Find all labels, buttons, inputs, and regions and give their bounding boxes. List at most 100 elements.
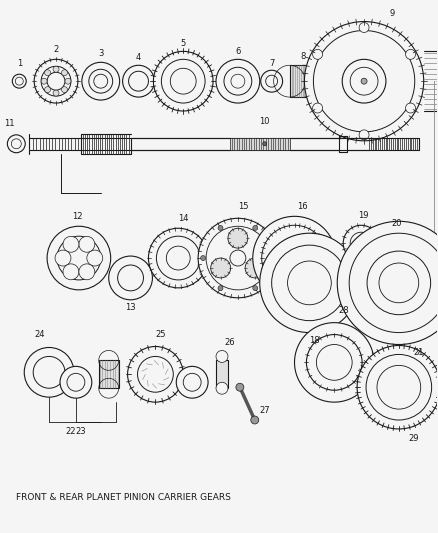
Circle shape: [61, 87, 67, 93]
Circle shape: [288, 261, 331, 305]
Circle shape: [53, 66, 59, 72]
Circle shape: [218, 286, 223, 290]
Circle shape: [228, 228, 248, 248]
Text: 29: 29: [409, 434, 419, 443]
Circle shape: [183, 373, 201, 391]
Circle shape: [261, 70, 283, 92]
Circle shape: [65, 78, 71, 84]
Circle shape: [304, 21, 424, 141]
Text: 23: 23: [76, 427, 86, 437]
Circle shape: [253, 216, 336, 300]
Circle shape: [406, 103, 416, 113]
Circle shape: [397, 255, 403, 261]
Circle shape: [236, 383, 244, 391]
Circle shape: [294, 322, 374, 402]
Text: 7: 7: [269, 59, 274, 68]
Circle shape: [349, 233, 438, 333]
Circle shape: [397, 236, 403, 241]
Circle shape: [366, 354, 431, 420]
Circle shape: [161, 59, 205, 103]
Circle shape: [216, 59, 260, 103]
Circle shape: [176, 366, 208, 398]
Circle shape: [45, 70, 51, 76]
Circle shape: [45, 87, 51, 93]
Text: 21: 21: [413, 348, 424, 357]
Circle shape: [47, 72, 65, 90]
Circle shape: [342, 59, 386, 103]
Circle shape: [270, 255, 275, 261]
Circle shape: [79, 236, 95, 252]
Circle shape: [357, 345, 438, 429]
Circle shape: [218, 225, 223, 230]
Circle shape: [57, 236, 101, 280]
Text: 19: 19: [358, 211, 368, 220]
Circle shape: [253, 286, 258, 290]
Circle shape: [118, 265, 144, 291]
Text: 22: 22: [66, 427, 76, 437]
Bar: [230, 138, 290, 150]
Circle shape: [359, 130, 369, 140]
Circle shape: [55, 250, 71, 266]
Text: 26: 26: [225, 338, 235, 347]
Circle shape: [379, 263, 419, 303]
Circle shape: [24, 348, 74, 397]
Circle shape: [224, 67, 252, 95]
Circle shape: [148, 228, 208, 288]
Circle shape: [406, 50, 416, 59]
Circle shape: [350, 232, 372, 254]
Circle shape: [245, 258, 265, 278]
Text: 10: 10: [259, 117, 270, 126]
Circle shape: [129, 71, 148, 91]
Circle shape: [198, 219, 278, 298]
Circle shape: [201, 255, 205, 261]
Text: 11: 11: [4, 119, 14, 128]
Circle shape: [89, 69, 113, 93]
Circle shape: [79, 264, 95, 280]
Bar: [99, 360, 119, 388]
Text: 1: 1: [17, 59, 22, 68]
Circle shape: [361, 78, 367, 84]
Circle shape: [216, 382, 228, 394]
Circle shape: [12, 74, 26, 88]
Circle shape: [307, 335, 362, 390]
Circle shape: [337, 221, 438, 344]
Circle shape: [61, 70, 67, 76]
Text: 14: 14: [178, 214, 188, 223]
Circle shape: [314, 30, 415, 132]
Circle shape: [343, 225, 379, 261]
Text: 6: 6: [235, 47, 240, 56]
Circle shape: [138, 357, 173, 392]
Circle shape: [87, 250, 103, 266]
Circle shape: [156, 236, 200, 280]
Text: 16: 16: [297, 202, 308, 211]
Text: 2: 2: [53, 45, 59, 54]
Text: 3: 3: [98, 49, 103, 58]
Circle shape: [109, 256, 152, 300]
Circle shape: [63, 236, 79, 252]
Text: 12: 12: [72, 212, 82, 221]
Circle shape: [367, 251, 431, 314]
Circle shape: [67, 373, 85, 391]
Circle shape: [266, 75, 278, 87]
Circle shape: [272, 245, 347, 321]
Circle shape: [47, 226, 111, 290]
Circle shape: [63, 264, 79, 280]
Circle shape: [60, 366, 92, 398]
Circle shape: [251, 416, 259, 424]
Circle shape: [41, 66, 71, 96]
Circle shape: [170, 68, 196, 94]
Circle shape: [253, 225, 258, 230]
Circle shape: [41, 78, 47, 84]
Circle shape: [359, 22, 369, 33]
Text: 13: 13: [125, 303, 136, 312]
Text: FRONT & REAR PLANET PINION CARRIER GEARS: FRONT & REAR PLANET PINION CARRIER GEARS: [16, 492, 231, 502]
Circle shape: [33, 357, 65, 388]
Text: 9: 9: [389, 9, 395, 18]
Circle shape: [313, 103, 322, 113]
Text: 28: 28: [339, 306, 350, 315]
Text: 4: 4: [136, 53, 141, 62]
Circle shape: [313, 50, 322, 59]
Bar: [216, 360, 228, 388]
Text: 18: 18: [309, 336, 320, 345]
Circle shape: [262, 225, 327, 291]
